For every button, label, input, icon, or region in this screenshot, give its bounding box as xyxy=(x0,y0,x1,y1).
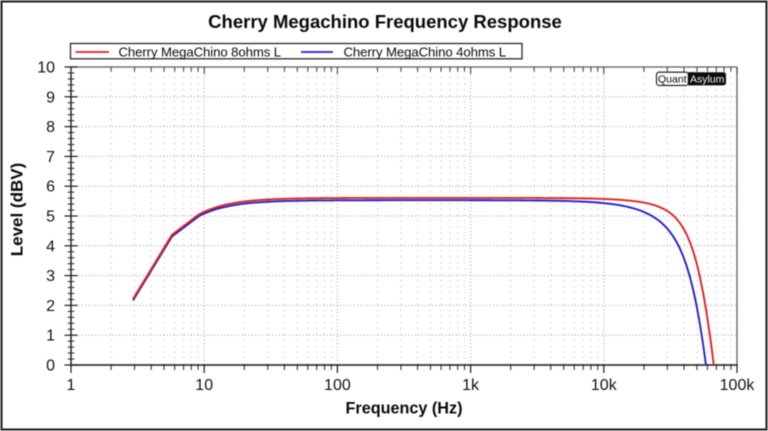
svg-text:0: 0 xyxy=(46,358,55,375)
svg-text:Cherry MegaChino 8ohms L: Cherry MegaChino 8ohms L xyxy=(119,45,282,60)
svg-text:7: 7 xyxy=(46,149,55,166)
svg-text:10: 10 xyxy=(195,377,213,394)
svg-text:1k: 1k xyxy=(462,377,480,394)
svg-text:10k: 10k xyxy=(591,377,618,394)
svg-text:100k: 100k xyxy=(720,377,756,394)
svg-text:Level (dBV): Level (dBV) xyxy=(8,163,27,257)
svg-text:Cherry MegaChino 4ohms L: Cherry MegaChino 4ohms L xyxy=(344,45,507,60)
svg-text:9: 9 xyxy=(46,89,55,106)
svg-text:5: 5 xyxy=(46,209,55,226)
svg-text:Quant: Quant xyxy=(658,73,687,85)
svg-text:8: 8 xyxy=(46,119,55,136)
svg-text:1: 1 xyxy=(67,377,76,394)
svg-text:6: 6 xyxy=(46,179,55,196)
svg-text:3: 3 xyxy=(46,268,55,285)
svg-text:1: 1 xyxy=(46,328,55,345)
svg-text:Frequency (Hz): Frequency (Hz) xyxy=(346,400,463,418)
svg-text:10: 10 xyxy=(37,60,55,77)
svg-text:4: 4 xyxy=(46,238,55,255)
svg-text:100: 100 xyxy=(324,377,351,394)
svg-text:2: 2 xyxy=(46,298,55,315)
svg-text:Cherry Megachino Frequency Res: Cherry Megachino Frequency Response xyxy=(208,11,562,32)
svg-text:Asylum: Asylum xyxy=(690,73,725,85)
